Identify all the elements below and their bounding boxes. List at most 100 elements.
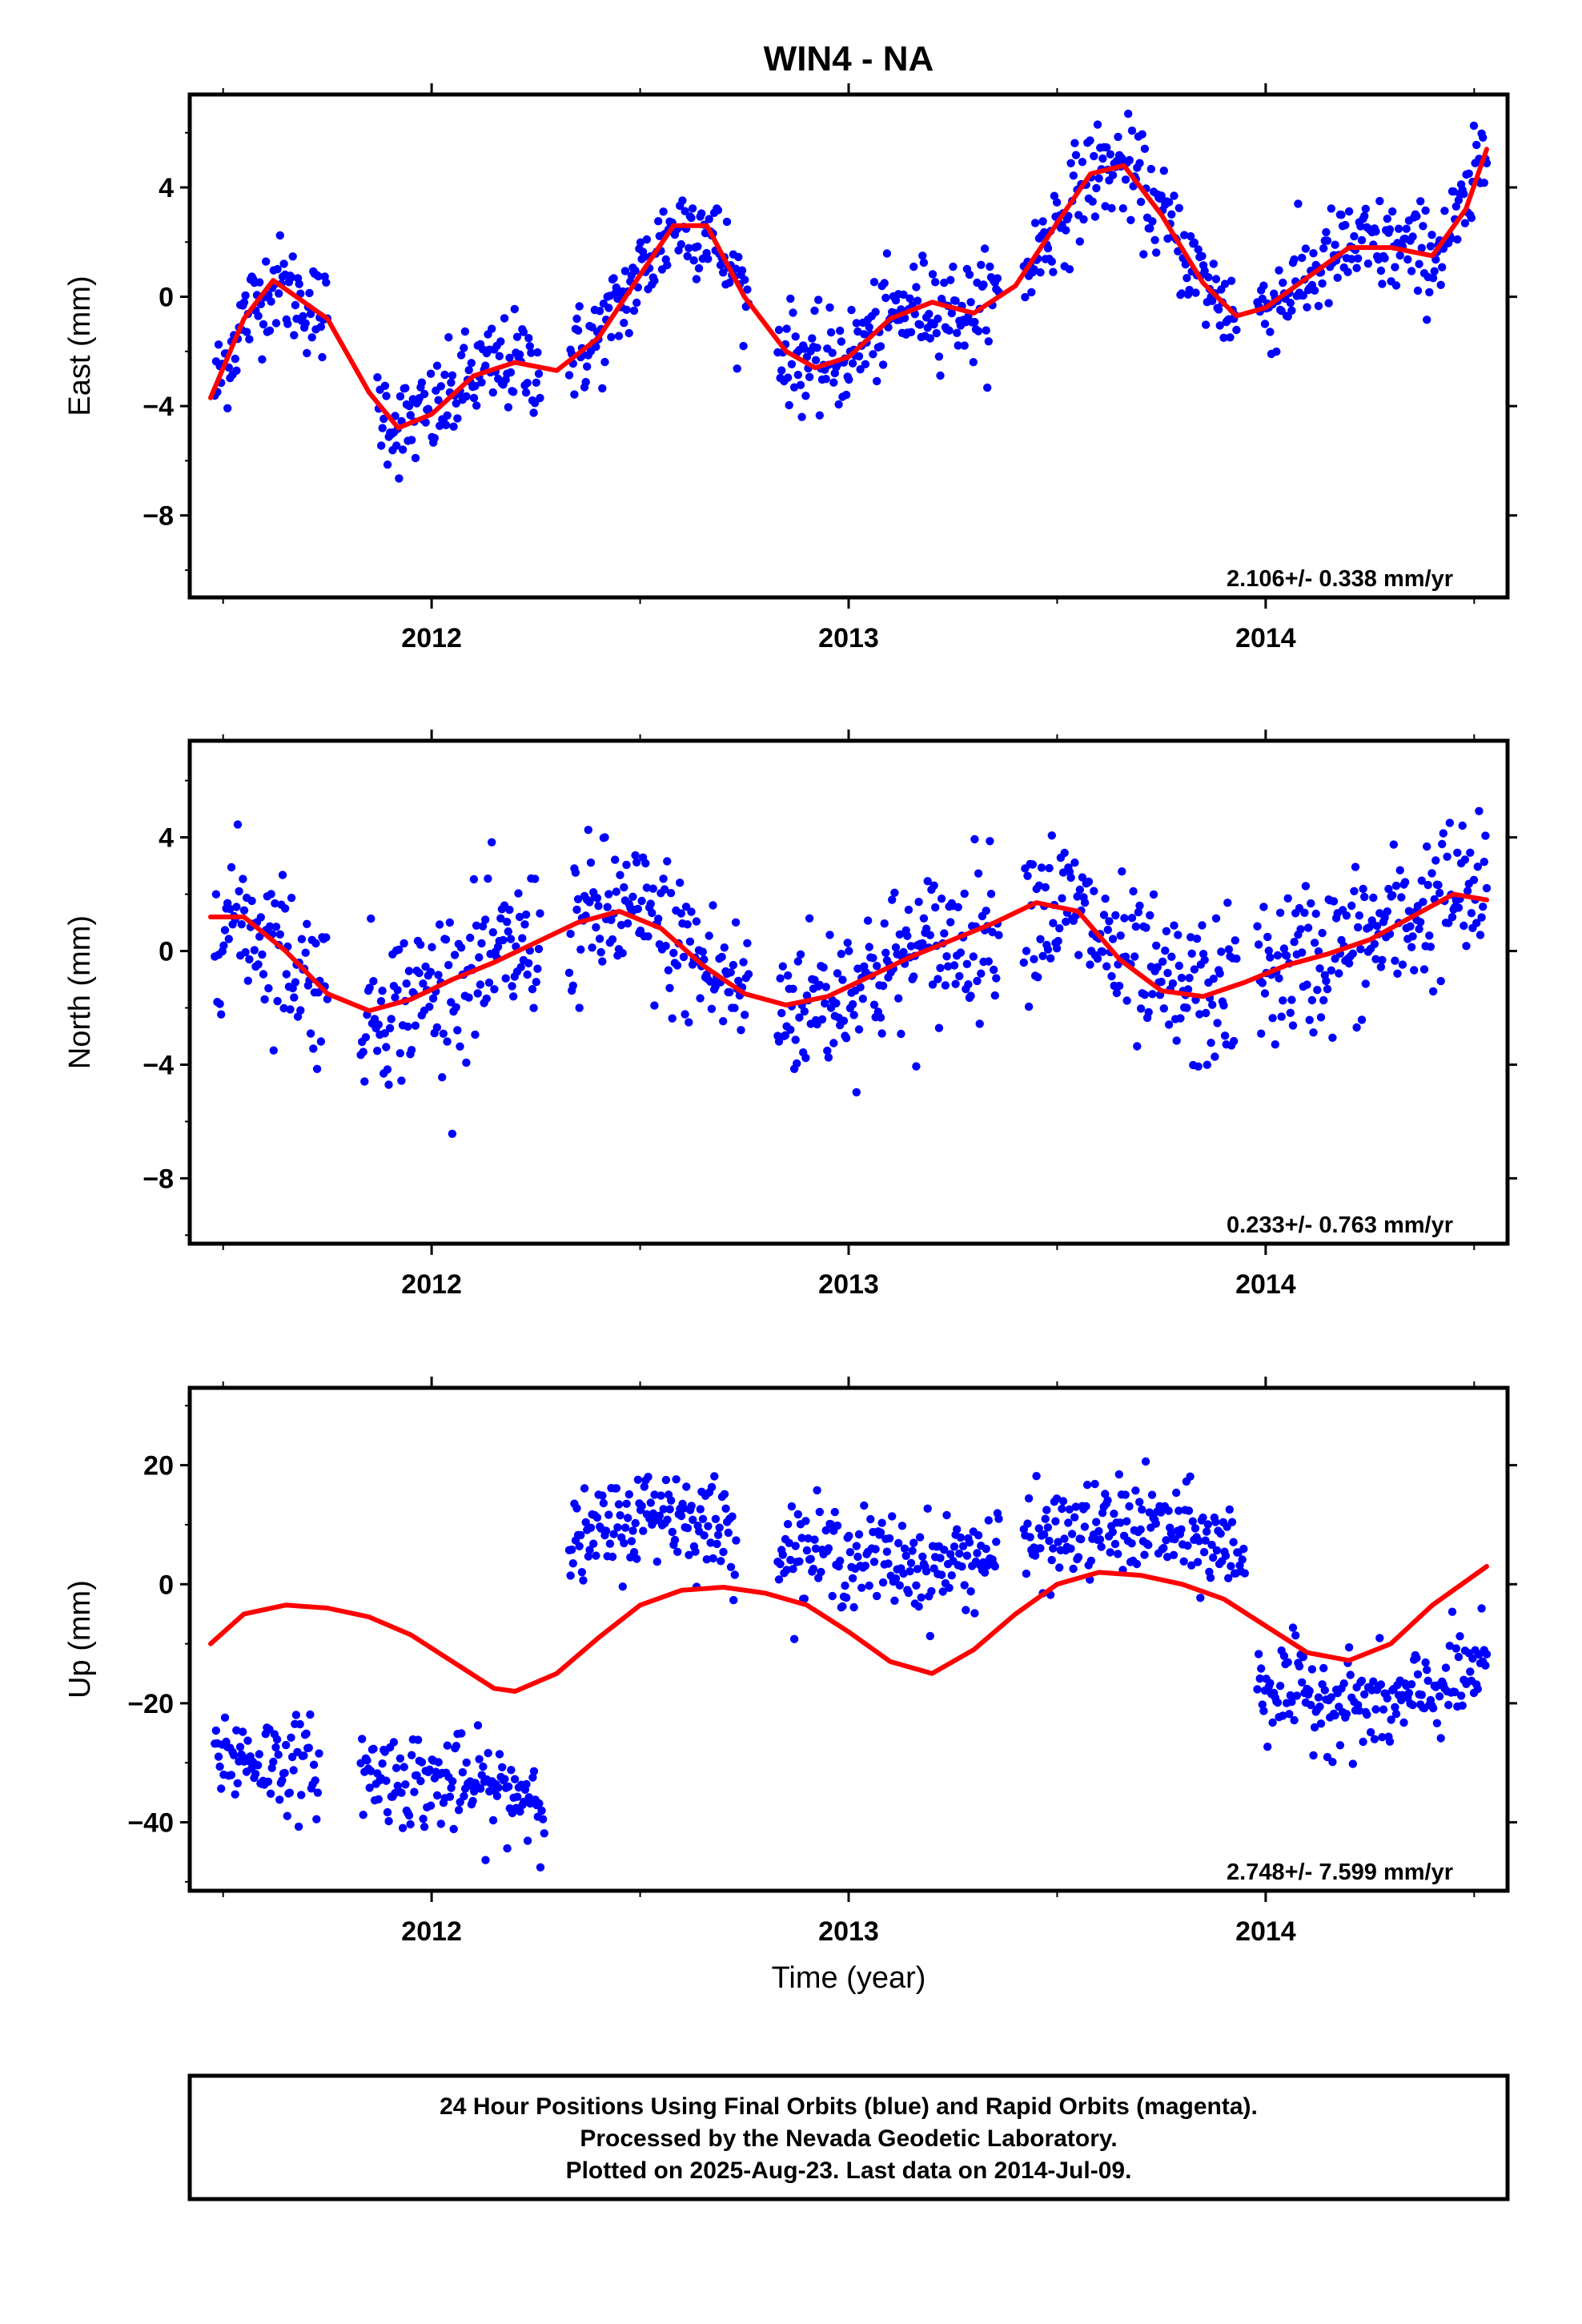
north-point [1472,919,1481,927]
north-point [592,894,602,903]
north-point [286,1005,295,1014]
east-point [1319,243,1328,253]
east-point [1174,203,1184,212]
north-point [1360,892,1369,902]
north-point [1062,917,1070,927]
up-point [1257,1664,1266,1673]
east-point [1356,222,1365,231]
up-point [374,1795,383,1803]
up-point [1229,1538,1238,1546]
north-point [1268,1014,1277,1023]
north-point [659,875,668,883]
up-point [1363,1710,1371,1719]
north-point [250,946,259,955]
east-point [417,378,427,387]
up-point [456,1798,464,1807]
up-point [665,1505,674,1514]
north-point [256,913,265,922]
north-point [1163,968,1172,978]
north-x-tick-label: 2013 [818,1269,879,1300]
north-point [255,932,264,941]
east-point [931,278,940,287]
north-point [1146,911,1154,920]
north-point [891,943,901,952]
up-point [620,1538,628,1548]
up-point [572,1504,581,1513]
north-point [777,1008,786,1018]
up-point [1227,1518,1237,1526]
north-point [382,1043,391,1051]
up-point [787,1502,797,1511]
up-point [396,1754,405,1763]
up-point [809,1564,818,1574]
up-point [877,1518,886,1527]
up-point [1141,1457,1150,1466]
east-point [273,264,282,274]
north-point [795,1013,804,1022]
east-point [984,337,994,346]
north-point [994,931,1003,939]
up-point [1473,1684,1483,1694]
up-point [1310,1723,1319,1732]
north-point [1052,944,1062,953]
north-point [447,998,456,1007]
north-point [1034,881,1044,891]
up-point [1030,1551,1040,1560]
north-point [648,908,656,918]
east-point [1417,243,1427,252]
north-point [654,915,663,923]
up-point [278,1776,287,1785]
east-point [1170,191,1178,200]
up-point [704,1522,713,1531]
east-plot-frame [187,92,1510,600]
north-point [1323,984,1332,994]
up-point [888,1512,897,1521]
east-point [572,314,581,324]
north-point [453,1026,462,1035]
east-point [519,328,528,336]
north-point [936,963,945,973]
up-point [811,1544,821,1554]
up-point [306,1710,315,1719]
north-point [1046,954,1055,963]
north-point [801,1053,810,1063]
north-point [425,1003,434,1011]
north-point [873,962,881,971]
north-point [482,994,491,1003]
up-point [974,1530,983,1540]
east-point [800,344,809,353]
north-point [1023,871,1032,881]
east-point [1027,287,1036,297]
north-point [1028,860,1038,869]
north-point [1454,903,1464,912]
north-point [435,920,444,929]
up-point [359,1811,367,1819]
north-point [1194,1062,1203,1072]
up-point [369,1744,378,1753]
north-point [1313,986,1322,995]
north-point [407,1046,416,1055]
north-point [878,981,888,991]
north-point [1219,1001,1228,1010]
north-point [1305,1015,1314,1024]
east-point [856,365,865,374]
up-point [965,1538,974,1547]
north-point [628,892,637,902]
up-point [1239,1544,1248,1554]
north-point [964,980,973,989]
east-point [681,207,689,215]
north-y-tick-label: 0 [159,937,174,967]
north-point [1200,955,1209,965]
north-point [1322,976,1331,986]
north-point [970,834,979,844]
up-point [1207,1540,1216,1550]
north-point [384,1080,393,1089]
up-point [1043,1523,1053,1532]
north-point [1290,938,1299,947]
east-point [1152,248,1161,257]
east-point [305,288,314,298]
up-point [871,1545,880,1554]
up-point [389,1738,399,1747]
east-point [934,352,944,361]
north-point [1172,1036,1181,1045]
